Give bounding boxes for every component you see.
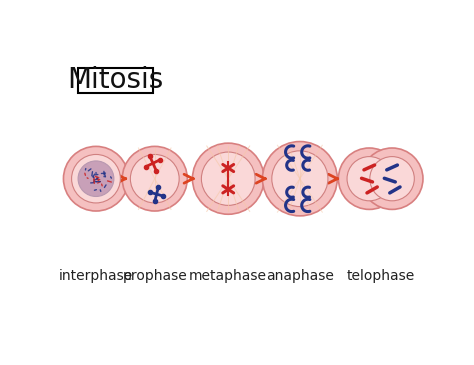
- Text: metaphase: metaphase: [189, 269, 267, 283]
- Text: Mitosis: Mitosis: [67, 66, 164, 94]
- Ellipse shape: [347, 157, 392, 201]
- Ellipse shape: [192, 143, 264, 214]
- Ellipse shape: [201, 152, 255, 205]
- Ellipse shape: [370, 157, 414, 201]
- FancyBboxPatch shape: [78, 68, 153, 93]
- Ellipse shape: [338, 148, 400, 210]
- Ellipse shape: [263, 142, 337, 216]
- Ellipse shape: [122, 146, 187, 211]
- Text: anaphase: anaphase: [266, 269, 334, 283]
- Ellipse shape: [272, 151, 328, 207]
- Text: telophase: telophase: [346, 269, 415, 283]
- Text: prophase: prophase: [122, 269, 187, 283]
- Ellipse shape: [78, 161, 114, 196]
- Ellipse shape: [130, 154, 179, 203]
- Ellipse shape: [72, 154, 120, 203]
- Text: interphase: interphase: [59, 269, 133, 283]
- Ellipse shape: [361, 148, 423, 210]
- Ellipse shape: [64, 146, 128, 211]
